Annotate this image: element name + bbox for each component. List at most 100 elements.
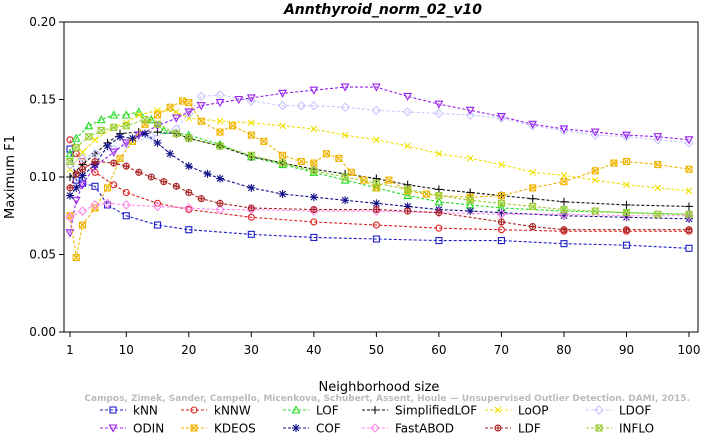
data-point-cross bbox=[322, 150, 330, 158]
data-point bbox=[108, 424, 118, 433]
x-tick-label: 30 bbox=[244, 343, 259, 357]
legend: kNN kNNW LOF SimplifiedLOF LoOP LDOF ODIN KDEOS… bbox=[100, 404, 654, 434]
data-point-cross bbox=[122, 122, 130, 130]
data-point bbox=[102, 198, 113, 209]
data-point bbox=[109, 148, 119, 157]
data-point bbox=[278, 89, 288, 98]
data-point bbox=[310, 159, 318, 167]
x-tick-label: 1 bbox=[66, 343, 74, 357]
data-point bbox=[122, 122, 130, 130]
data-point bbox=[65, 229, 75, 238]
data-point bbox=[152, 201, 163, 212]
data-point bbox=[153, 138, 162, 147]
data-point bbox=[96, 114, 106, 124]
data-point bbox=[184, 203, 194, 213]
data-point bbox=[434, 197, 444, 206]
data-point bbox=[466, 188, 475, 197]
y-axis-label: Maximum F1 bbox=[3, 135, 18, 219]
data-point bbox=[90, 148, 100, 159]
data-point bbox=[229, 122, 237, 130]
data-point-plus bbox=[373, 206, 380, 213]
data-point-cross bbox=[279, 151, 286, 159]
data-point bbox=[621, 131, 632, 142]
data-point-cross bbox=[216, 142, 224, 150]
data-point-cross bbox=[154, 111, 161, 119]
data-point bbox=[347, 168, 355, 176]
legend-label: ODIN bbox=[133, 422, 164, 434]
data-point bbox=[309, 193, 318, 202]
data-point bbox=[116, 132, 125, 141]
data-point bbox=[528, 120, 538, 129]
data-point-plus bbox=[495, 425, 501, 431]
data-point bbox=[297, 157, 305, 166]
data-point bbox=[610, 159, 618, 167]
data-point-plus bbox=[79, 166, 86, 173]
data-point-cross bbox=[116, 155, 124, 162]
data-point-cross bbox=[685, 210, 693, 218]
data-point bbox=[685, 165, 693, 173]
data-point-cross bbox=[341, 173, 349, 181]
x-tick-label: 70 bbox=[494, 343, 509, 357]
data-point bbox=[196, 91, 207, 102]
legend-item-inflo: INFLO bbox=[586, 422, 654, 434]
data-point bbox=[685, 244, 693, 252]
legend-label: FastABOD bbox=[395, 422, 454, 434]
data-point bbox=[66, 191, 74, 200]
series-ldof bbox=[65, 90, 694, 170]
data-point bbox=[497, 237, 505, 245]
data-point-plus bbox=[435, 209, 442, 216]
data-point bbox=[435, 192, 443, 200]
data-point bbox=[497, 199, 505, 207]
data-point bbox=[497, 226, 505, 234]
data-point bbox=[434, 100, 444, 109]
data-point-plus bbox=[248, 205, 255, 211]
data-point bbox=[309, 100, 319, 111]
legend-label: LDF bbox=[518, 422, 541, 434]
data-point-cross bbox=[85, 133, 93, 141]
data-point bbox=[215, 90, 225, 100]
data-point bbox=[279, 151, 287, 159]
data-point bbox=[497, 208, 506, 217]
data-point bbox=[141, 120, 149, 128]
data-point-cross bbox=[529, 184, 537, 192]
data-point bbox=[372, 136, 380, 144]
data-point-cross bbox=[185, 99, 193, 106]
series-line bbox=[69, 94, 690, 166]
data-point bbox=[685, 202, 693, 211]
legend-label: KDEOS bbox=[214, 422, 256, 434]
data-point bbox=[403, 202, 412, 211]
data-point bbox=[494, 406, 502, 414]
data-point bbox=[78, 181, 87, 190]
x-tick-label: 10 bbox=[119, 343, 134, 357]
data-point bbox=[91, 182, 99, 190]
data-point-plus bbox=[173, 183, 180, 190]
data-point-cross bbox=[172, 130, 180, 137]
data-point bbox=[372, 174, 381, 183]
legend-label: LOF bbox=[316, 404, 339, 418]
data-point-cross bbox=[385, 176, 393, 184]
data-point bbox=[109, 110, 119, 119]
data-point bbox=[215, 99, 225, 108]
data-point bbox=[197, 117, 205, 125]
data-point bbox=[654, 161, 662, 169]
x-tick-label: 60 bbox=[431, 343, 446, 357]
data-point bbox=[527, 121, 538, 131]
data-point-plus bbox=[135, 169, 142, 176]
data-point-plus bbox=[123, 163, 130, 170]
data-point-cross bbox=[229, 122, 236, 130]
series-line bbox=[69, 131, 690, 207]
data-point bbox=[190, 406, 198, 414]
data-point bbox=[560, 178, 568, 186]
data-point bbox=[135, 111, 143, 119]
data-point-plus bbox=[92, 158, 99, 165]
data-point bbox=[529, 168, 537, 176]
legend-label: kNN bbox=[133, 404, 158, 418]
data-point-cross bbox=[216, 128, 224, 136]
data-point-cross bbox=[591, 167, 599, 175]
x-tick-label: 90 bbox=[619, 343, 634, 357]
data-point bbox=[654, 184, 662, 192]
data-point bbox=[372, 221, 380, 229]
data-point bbox=[184, 108, 194, 117]
data-point bbox=[685, 214, 693, 223]
y-tick-label: 0.00 bbox=[29, 325, 56, 339]
